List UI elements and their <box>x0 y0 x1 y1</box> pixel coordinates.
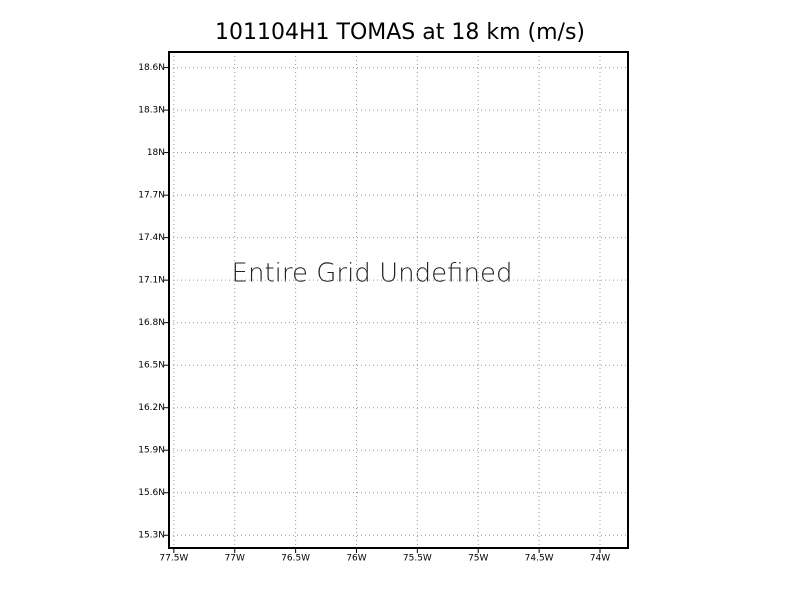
x-tick-label: 74.5W <box>525 554 554 564</box>
x-tick-label: 76.5W <box>281 554 310 564</box>
y-tick-label: 15.9N <box>138 446 165 456</box>
y-tick-label: 17.4N <box>138 233 165 243</box>
y-tick-label: 16.2N <box>138 403 165 413</box>
x-tick-label: 76W <box>346 554 366 564</box>
annotation: Entire Grid Undefined <box>232 259 513 289</box>
y-tick-label: 18N <box>147 148 165 158</box>
x-tick-label: 77W <box>225 554 245 564</box>
x-tick-label: 75W <box>468 554 488 564</box>
y-tick-label: 16.8N <box>138 318 165 328</box>
x-tick-label: 74W <box>590 554 610 564</box>
chart-title: 101104H1 TOMAS at 18 km (m/s) <box>215 20 585 45</box>
y-tick-label: 18.6N <box>138 63 165 73</box>
y-tick-label: 17.1N <box>138 276 165 286</box>
x-tick-label: 75.5W <box>403 554 432 564</box>
plot-frame <box>168 51 629 549</box>
y-tick-label: 15.3N <box>138 531 165 541</box>
y-tick-label: 16.5N <box>138 361 165 371</box>
y-tick-label: 15.6N <box>138 488 165 498</box>
y-tick-label: 17.7N <box>138 191 165 201</box>
x-tick-label: 77.5W <box>159 554 188 564</box>
y-tick-label: 18.3N <box>138 106 165 116</box>
